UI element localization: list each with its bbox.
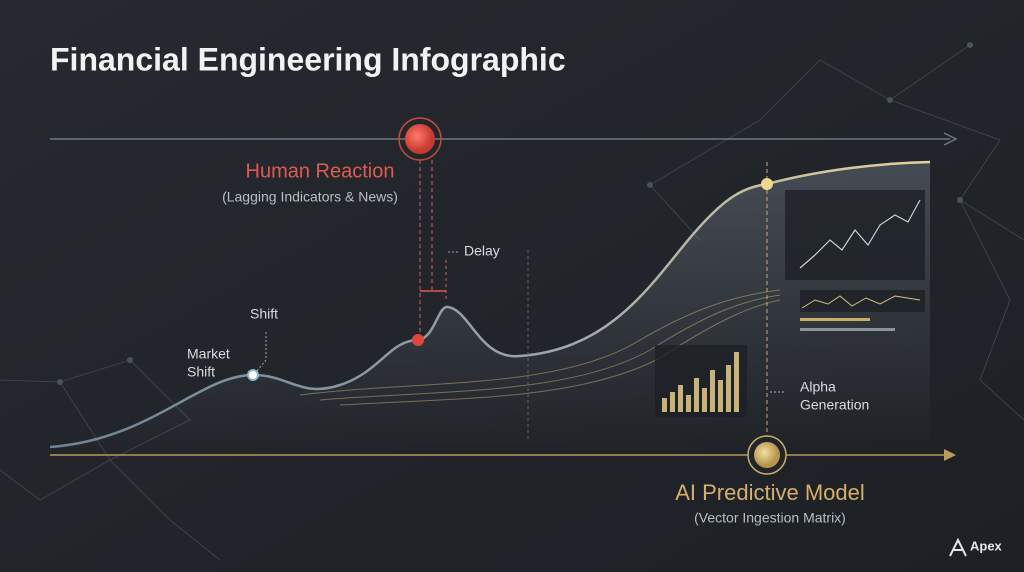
title: Financial Engineering Infographic [50, 41, 566, 77]
panel-bar [710, 370, 715, 412]
ai-model-subtitle: (Vector Ingestion Matrix) [694, 510, 846, 526]
alpha-label: Generation [800, 397, 869, 413]
network [649, 59, 891, 241]
panel-bars [662, 352, 739, 412]
panel-bar [726, 365, 731, 412]
reaction-point [412, 334, 424, 346]
mini-panels [655, 190, 925, 417]
panel-bar [686, 395, 691, 412]
panel-bar [702, 388, 707, 412]
panel-bar [718, 380, 723, 412]
panel-bar [670, 392, 675, 412]
network [59, 381, 221, 561]
node [887, 97, 893, 103]
panel [800, 290, 925, 312]
panel-bar [800, 318, 870, 321]
alpha-point [761, 178, 773, 190]
shift-leader [255, 332, 267, 373]
node [127, 357, 133, 363]
shift-point [247, 369, 259, 381]
delay-label: Delay [464, 243, 500, 259]
panel-bar [800, 328, 895, 331]
reaction-node [405, 124, 435, 154]
node [647, 182, 653, 188]
stream [319, 294, 781, 401]
human-reaction-title: Human Reaction [246, 160, 395, 182]
panel-bar [678, 385, 683, 412]
panel-bar [734, 352, 739, 412]
data-streams [299, 289, 781, 406]
brand-name: Apex [970, 538, 1003, 553]
network [959, 199, 1024, 421]
node [967, 42, 973, 48]
panel-bar [662, 398, 667, 412]
reaction-ring [398, 117, 442, 161]
panel-bar [694, 378, 699, 412]
node [57, 379, 63, 385]
stream [299, 289, 781, 396]
network-nodes [57, 42, 973, 385]
ai-model-title: AI Predictive Model [675, 480, 865, 505]
market-shift-label: Market [187, 346, 230, 362]
panel [785, 190, 925, 280]
market-shift-label: Shift [187, 364, 215, 380]
arrow-head [944, 449, 956, 461]
alpha-label: Alpha [800, 379, 836, 395]
arrow-head [943, 132, 958, 146]
network [888, 44, 1024, 241]
human-reaction-subtitle: (Lagging Indicators & News) [222, 189, 398, 205]
brand-logo [949, 537, 967, 557]
node [957, 197, 963, 203]
panel [655, 345, 747, 417]
ai-node [754, 442, 780, 468]
panel-line [799, 199, 921, 269]
stream [339, 299, 781, 406]
shift-label: Shift [250, 306, 278, 322]
panel-line [801, 295, 921, 309]
